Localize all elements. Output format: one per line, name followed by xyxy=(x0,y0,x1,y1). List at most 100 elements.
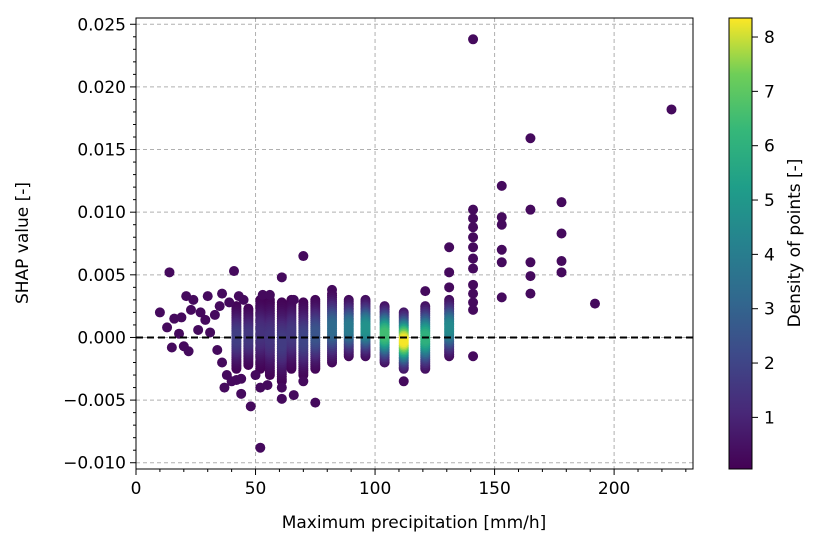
data-point xyxy=(327,323,338,334)
data-point xyxy=(212,344,223,355)
data-point xyxy=(468,304,479,315)
data-point xyxy=(468,242,479,253)
data-point xyxy=(468,351,479,362)
points-layer xyxy=(154,34,677,453)
colorbar-tick-label: 1 xyxy=(764,408,775,428)
data-point xyxy=(164,267,175,278)
y-tick-label: 0.020 xyxy=(77,78,126,98)
data-point xyxy=(162,322,173,333)
data-point xyxy=(496,257,507,268)
y-tick-label: 0.005 xyxy=(77,266,126,286)
x-tick-label: 150 xyxy=(478,479,510,499)
data-point xyxy=(525,257,536,268)
data-point xyxy=(224,297,235,308)
colorbar-axis: 1 2 3 4 5 6 7 8 xyxy=(752,28,775,428)
data-point xyxy=(444,242,455,253)
x-tick-label: 50 xyxy=(245,479,267,499)
data-point xyxy=(496,292,507,303)
y-tick-label: 0.025 xyxy=(77,15,126,35)
colorbar-tick-label: 4 xyxy=(764,245,775,265)
data-point xyxy=(250,370,261,381)
colorbar-tick-label: 5 xyxy=(764,191,775,211)
x-tick-label: 200 xyxy=(598,479,630,499)
data-point xyxy=(556,197,567,208)
colorbar-tick-label: 8 xyxy=(764,28,775,48)
x-tick-label: 100 xyxy=(359,479,391,499)
data-point xyxy=(264,289,275,300)
data-point xyxy=(202,291,213,302)
data-point xyxy=(589,298,600,309)
data-point xyxy=(288,390,299,401)
data-point xyxy=(236,388,247,399)
data-point xyxy=(444,282,455,293)
colorbar-tick-label: 7 xyxy=(764,82,775,102)
data-point xyxy=(200,314,211,325)
data-point xyxy=(205,327,216,338)
data-point xyxy=(195,307,206,318)
data-point xyxy=(496,180,507,191)
data-point xyxy=(298,376,309,387)
data-point xyxy=(276,382,287,393)
y-tick-label: 0.000 xyxy=(77,328,126,348)
data-point xyxy=(666,104,677,115)
data-point xyxy=(468,288,479,299)
data-point xyxy=(185,304,196,315)
data-point xyxy=(276,272,287,283)
data-point xyxy=(468,297,479,308)
data-point xyxy=(176,312,187,323)
data-point xyxy=(468,253,479,264)
data-point xyxy=(193,324,204,335)
data-point xyxy=(238,294,249,305)
data-point xyxy=(276,393,287,404)
data-point xyxy=(217,288,228,299)
data-point xyxy=(236,373,247,384)
data-point xyxy=(468,204,479,215)
y-tick-label: −0.010 xyxy=(63,454,126,474)
data-point xyxy=(468,34,479,45)
y-tick-label: 0.015 xyxy=(77,141,126,161)
data-point xyxy=(525,288,536,299)
colorbar xyxy=(728,17,753,470)
data-point xyxy=(245,401,256,412)
data-point xyxy=(468,263,479,274)
data-point xyxy=(214,301,225,312)
colorbar-tick-label: 2 xyxy=(764,354,775,374)
y-axis-label: SHAP value [-] xyxy=(13,182,33,304)
data-point xyxy=(262,380,273,391)
y-tick-label: 0.010 xyxy=(77,203,126,223)
data-point xyxy=(229,266,240,277)
y-tick-label: −0.005 xyxy=(63,391,126,411)
data-point xyxy=(257,289,268,300)
data-point xyxy=(556,256,567,267)
data-point xyxy=(174,328,185,339)
x-tick-label: 0 xyxy=(131,479,142,499)
data-point xyxy=(420,286,431,297)
data-point xyxy=(496,212,507,223)
data-point xyxy=(343,323,354,334)
data-point xyxy=(360,323,371,334)
colorbar-tick-label: 3 xyxy=(764,300,775,320)
axes-layer: 0 50 100 150 200 −0.010 −0.005 0.000 0.005 0.010 0… xyxy=(63,15,687,499)
data-point xyxy=(255,442,266,453)
data-point xyxy=(154,307,165,318)
colorbar-label: Density of points [-] xyxy=(785,159,805,328)
data-point xyxy=(298,251,309,262)
data-point xyxy=(556,228,567,239)
colorbar-tick-label: 6 xyxy=(764,137,775,157)
data-point xyxy=(468,279,479,290)
data-point xyxy=(298,333,309,344)
data-point xyxy=(525,204,536,215)
data-point xyxy=(468,232,479,243)
data-point xyxy=(219,382,230,393)
data-point xyxy=(496,244,507,255)
grid-layer xyxy=(135,18,693,469)
data-point xyxy=(444,267,455,278)
data-point xyxy=(166,342,177,353)
data-point xyxy=(276,336,287,347)
x-axis-label: Maximum precipitation [mm/h] xyxy=(282,513,547,533)
data-point xyxy=(525,133,536,144)
data-point xyxy=(398,376,409,387)
data-point xyxy=(310,397,321,408)
data-point xyxy=(288,294,299,305)
